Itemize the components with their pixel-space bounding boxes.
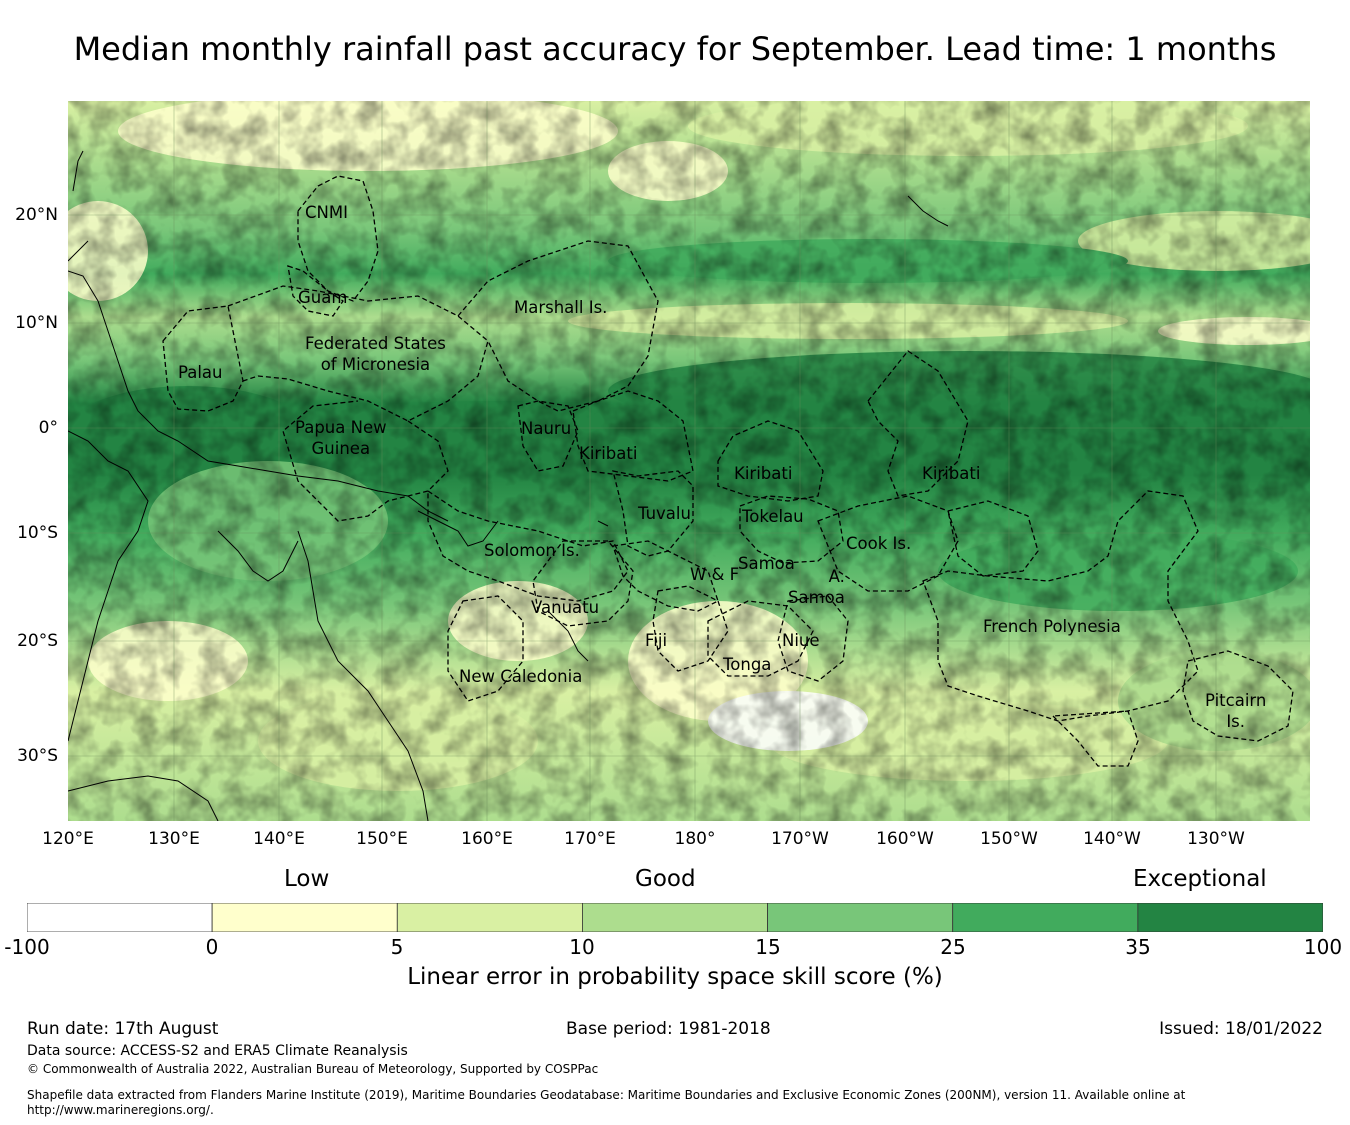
lon-label-140w: 140°W bbox=[1083, 829, 1141, 849]
lon-label-120e: 120°E bbox=[42, 829, 94, 849]
region-label-niue: Niue bbox=[782, 631, 820, 650]
region-label-png: Papua New Guinea bbox=[295, 418, 387, 458]
lon-label-170e: 170°E bbox=[564, 829, 616, 849]
data-source: Data source: ACCESS-S2 and ERA5 Climate … bbox=[27, 1043, 408, 1059]
lon-label-160w: 160°W bbox=[876, 829, 934, 849]
region-label-solomon: Solomon Is. bbox=[484, 541, 580, 560]
skill-map-canvas bbox=[68, 101, 1310, 821]
region-label-tonga: Tonga bbox=[723, 655, 772, 674]
lat-label-0: 0° bbox=[38, 418, 58, 438]
colorbar-tick: 15 bbox=[755, 935, 781, 959]
lat-label-20n: 20°N bbox=[15, 205, 58, 225]
region-label-cnmi: CNMI bbox=[305, 203, 348, 222]
region-label-kiribati-line: Kiribati bbox=[922, 464, 981, 483]
lon-label-150e: 150°E bbox=[356, 829, 408, 849]
colorbar-segment bbox=[767, 903, 954, 932]
legend-band-low: Low bbox=[284, 866, 330, 892]
region-label-nauru: Nauru bbox=[521, 419, 572, 438]
base-period: Base period: 1981-2018 bbox=[566, 1019, 771, 1039]
colorbar-tick: 25 bbox=[940, 935, 966, 959]
region-label-fiji: Fiji bbox=[645, 631, 668, 650]
region-label-wallis-futuna: W & F bbox=[690, 565, 740, 584]
run-date: Run date: 17th August bbox=[27, 1019, 219, 1039]
region-label-pitcairn: Pitcairn Is. bbox=[1205, 691, 1267, 731]
coastlines bbox=[68, 150, 949, 821]
colorbar-segment bbox=[396, 903, 583, 932]
colorbar bbox=[27, 903, 1323, 932]
region-label-kiribati-phoenix: Kiribati bbox=[734, 464, 793, 483]
lon-label-170w: 170°W bbox=[771, 829, 829, 849]
skill-map bbox=[68, 101, 1310, 821]
colorbar-title: Linear error in probability space skill … bbox=[407, 964, 943, 990]
legend-band-good: Good bbox=[635, 866, 696, 892]
region-label-marshall: Marshall Is. bbox=[514, 298, 608, 317]
lat-label-10s: 10°S bbox=[17, 523, 58, 543]
lat-label-20s: 20°S bbox=[17, 631, 58, 651]
texture bbox=[68, 101, 1310, 821]
region-label-vanuatu: Vanuatu bbox=[531, 598, 600, 617]
eez-boundaries bbox=[162, 175, 1294, 767]
colorbar-tick: 100 bbox=[1303, 935, 1343, 959]
lat-label-30s: 30°S bbox=[17, 746, 58, 766]
region-label-french-polynesia: French Polynesia bbox=[983, 617, 1121, 636]
colorbar-segment bbox=[27, 903, 213, 932]
colorbar-segment bbox=[952, 903, 1139, 932]
colorbar-segment bbox=[1137, 903, 1323, 932]
region-label-palau: Palau bbox=[178, 363, 223, 382]
region-label-new-caledonia: New Caledonia bbox=[459, 667, 583, 686]
colorbar-segment bbox=[582, 903, 768, 932]
shapefile-url: http://www.marineregions.org/. bbox=[27, 1103, 214, 1117]
lon-label-140e: 140°E bbox=[253, 829, 305, 849]
colorbar-segment bbox=[211, 903, 398, 932]
legend-band-exceptional: Exceptional bbox=[1133, 866, 1267, 892]
region-label-american-samoa: A. Samoa bbox=[788, 567, 845, 607]
colorbar-tick: 10 bbox=[569, 935, 595, 959]
chart-title: Median monthly rainfall past accuracy fo… bbox=[73, 30, 1277, 68]
region-label-guam: Guam bbox=[298, 288, 348, 307]
region-label-tokelau: Tokelau bbox=[742, 507, 804, 526]
region-label-samoa: Samoa bbox=[738, 554, 795, 573]
shapefile-credit: Shapefile data extracted from Flanders M… bbox=[27, 1088, 1186, 1102]
colorbar-tick: 5 bbox=[390, 935, 404, 959]
colorbar-tick: -100 bbox=[4, 935, 50, 959]
lon-label-150w: 150°W bbox=[980, 829, 1038, 849]
lon-label-180: 180° bbox=[674, 829, 716, 849]
colorbar-tick: 35 bbox=[1125, 935, 1151, 959]
lon-label-130e: 130°E bbox=[148, 829, 200, 849]
region-label-cook: Cook Is. bbox=[846, 534, 912, 553]
colorbar-tick: 0 bbox=[205, 935, 219, 959]
graticule bbox=[68, 101, 1310, 821]
lon-label-160e: 160°E bbox=[461, 829, 513, 849]
lat-label-10n: 10°N bbox=[15, 313, 58, 333]
region-label-kiribati-gilbert: Kiribati bbox=[579, 444, 638, 463]
region-label-tuvalu: Tuvalu bbox=[638, 504, 691, 523]
copyright: © Commonwealth of Australia 2022, Austra… bbox=[27, 1062, 599, 1076]
region-label-fsm: Federated States of Micronesia bbox=[305, 334, 446, 374]
issued-date: Issued: 18/01/2022 bbox=[1159, 1019, 1323, 1039]
lon-label-130w: 130°W bbox=[1187, 829, 1245, 849]
